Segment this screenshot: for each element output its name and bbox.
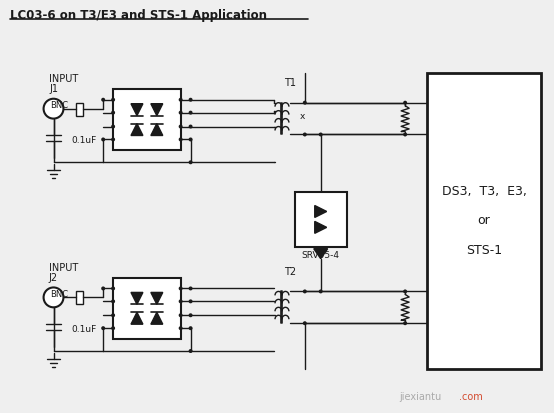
Circle shape: [188, 125, 193, 128]
Circle shape: [403, 321, 407, 325]
Circle shape: [44, 287, 64, 307]
Circle shape: [179, 138, 183, 141]
Text: INPUT: INPUT: [49, 263, 78, 273]
Text: x: x: [300, 112, 305, 121]
Polygon shape: [131, 123, 143, 135]
Circle shape: [111, 98, 115, 102]
Circle shape: [111, 326, 115, 330]
Polygon shape: [151, 312, 163, 324]
Polygon shape: [315, 221, 327, 233]
Circle shape: [111, 125, 115, 128]
Circle shape: [179, 287, 183, 290]
Circle shape: [101, 98, 105, 102]
Circle shape: [188, 160, 193, 164]
Circle shape: [111, 313, 115, 317]
Text: 0.1uF: 0.1uF: [71, 325, 96, 334]
Bar: [427, 73, 541, 369]
Bar: [76, 292, 83, 304]
Circle shape: [179, 299, 183, 303]
Circle shape: [188, 326, 193, 330]
Polygon shape: [315, 206, 327, 217]
Text: T1: T1: [284, 78, 296, 88]
Circle shape: [188, 287, 193, 290]
Text: DS3,  T3,  E3,: DS3, T3, E3,: [442, 185, 526, 197]
Text: STS-1: STS-1: [466, 244, 502, 257]
Circle shape: [303, 321, 307, 325]
Circle shape: [44, 99, 64, 119]
Bar: [295, 192, 347, 247]
Circle shape: [303, 101, 307, 104]
Circle shape: [319, 290, 322, 293]
Circle shape: [403, 101, 407, 104]
Bar: [76, 103, 83, 116]
Text: jiexiantu: jiexiantu: [399, 392, 442, 402]
Circle shape: [179, 111, 183, 115]
Text: or: or: [478, 214, 490, 228]
Text: J2: J2: [49, 273, 58, 282]
Circle shape: [188, 111, 193, 115]
Circle shape: [188, 299, 193, 303]
Polygon shape: [131, 312, 143, 324]
Text: J1: J1: [49, 84, 58, 94]
Circle shape: [111, 287, 115, 290]
Circle shape: [188, 313, 193, 317]
Text: INPUT: INPUT: [49, 74, 78, 84]
Circle shape: [319, 133, 322, 136]
Circle shape: [101, 287, 105, 290]
Polygon shape: [151, 104, 163, 116]
Circle shape: [179, 326, 183, 330]
Circle shape: [188, 98, 193, 102]
Circle shape: [188, 349, 193, 353]
Text: T2: T2: [284, 266, 296, 277]
Circle shape: [403, 133, 407, 136]
Circle shape: [101, 138, 105, 141]
Circle shape: [188, 138, 193, 141]
Text: BNC: BNC: [50, 101, 68, 110]
Polygon shape: [131, 292, 143, 304]
Polygon shape: [314, 249, 327, 259]
Polygon shape: [151, 292, 163, 304]
Circle shape: [179, 98, 183, 102]
Circle shape: [403, 290, 407, 293]
Text: BNC: BNC: [50, 290, 68, 299]
Text: 0.1uF: 0.1uF: [71, 136, 96, 145]
Polygon shape: [131, 104, 143, 116]
Circle shape: [111, 111, 115, 115]
Circle shape: [179, 125, 183, 128]
Circle shape: [303, 133, 307, 136]
Circle shape: [303, 290, 307, 293]
Bar: [113, 89, 181, 150]
Text: SRV05-4: SRV05-4: [302, 251, 340, 260]
Text: .com: .com: [459, 392, 483, 402]
Polygon shape: [151, 123, 163, 135]
Circle shape: [111, 138, 115, 141]
Text: LC03-6 on T3/E3 and STS-1 Application: LC03-6 on T3/E3 and STS-1 Application: [10, 9, 267, 22]
Circle shape: [179, 313, 183, 317]
Bar: [113, 278, 181, 339]
Circle shape: [111, 299, 115, 303]
Circle shape: [101, 326, 105, 330]
